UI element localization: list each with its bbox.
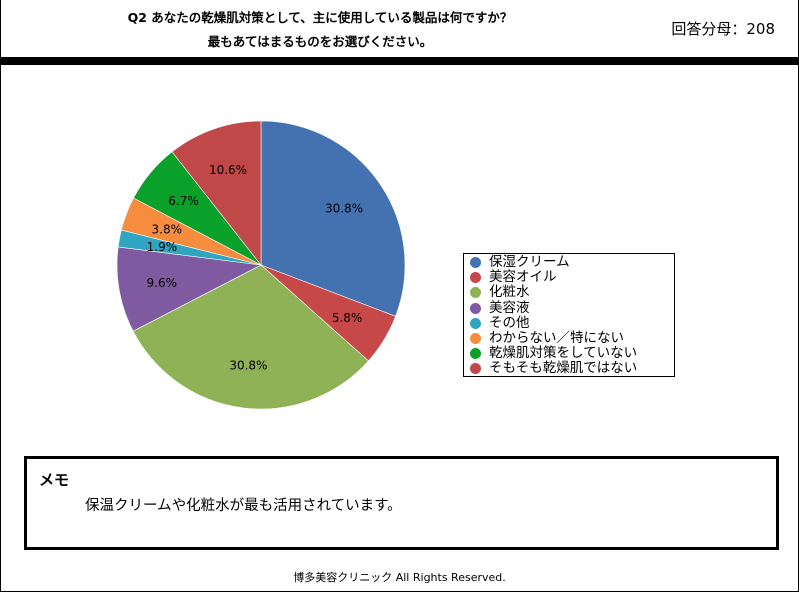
legend-item-1: 保湿クリーム — [470, 255, 674, 270]
legend-item-8: そもそも乾燥肌ではない — [470, 361, 674, 376]
legend-swatch-7 — [470, 348, 481, 360]
pie-data-label-5: 1.9% — [147, 240, 178, 254]
legend-swatch-6 — [470, 333, 481, 345]
legend-swatch-3 — [470, 287, 481, 299]
chart-legend: 保湿クリーム 美容オイル 化粧水 美容液 その他 わからない／特にない 乾燥肌対策をしていな… — [463, 253, 675, 377]
memo-text: 保温クリームや化粧水が最も活用されています。 — [85, 498, 402, 514]
legend-item-7: 乾燥肌対策をしていない — [470, 346, 674, 361]
pie-slice-1 — [260, 120, 406, 317]
legend-swatch-4 — [470, 302, 481, 314]
question-title-line1: Q2 あなたの乾燥肌対策として、主に使用している製品は何ですか？ — [127, 10, 513, 25]
question-title-line2: 最もあてはまるものをお選びください。 — [207, 34, 433, 49]
legend-swatch-5 — [470, 317, 481, 329]
pie-data-label-4: 9.6% — [147, 276, 178, 290]
pie-data-labels: 30.8% 5.8% 30.8% 9.6% 1.9% 3.8% 6.7% 10.6% — [147, 163, 364, 372]
legend-label-1: 保湿クリーム — [489, 254, 570, 271]
legend-swatch-2 — [470, 272, 481, 284]
legend-label-6: わからない／特にない — [489, 330, 624, 347]
legend-label-2: 美容オイル — [489, 269, 557, 286]
legend-item-4: 美容液 — [470, 299, 674, 316]
pie-slice-8 — [171, 120, 262, 266]
legend-label-4: 美容液 — [489, 299, 530, 316]
legend-item-6: わからない／特にない — [470, 331, 674, 346]
legend-swatch-1 — [470, 257, 481, 269]
pie-data-label-7: 6.7% — [168, 194, 199, 208]
pie-slice-4 — [116, 246, 262, 332]
memo-box: メモ 保温クリームや化粧水が最も活用されています。 — [24, 456, 779, 550]
pie-data-label-8: 10.6% — [209, 163, 247, 177]
pie-data-label-3: 30.8% — [229, 359, 267, 373]
footer-copyright: 博多美容クリニック All Rights Reserved. — [293, 571, 506, 584]
legend-label-5: その他 — [489, 314, 530, 331]
legend-label-7: 乾燥肌対策をしていない — [489, 345, 638, 362]
header-divider-bar — [0, 57, 799, 65]
legend-item-2: 美容オイル — [470, 270, 674, 285]
legend-swatch-8 — [470, 363, 481, 375]
pie-data-label-2: 5.8% — [332, 311, 363, 325]
pie-slices — [116, 120, 406, 410]
legend-label-8: そもそも乾燥肌ではない — [489, 360, 638, 377]
legend-item-5: その他 — [470, 314, 674, 331]
pie-data-label-6: 3.8% — [152, 223, 183, 237]
legend-item-3: 化粧水 — [470, 285, 674, 300]
respondent-count: 回答分母：208 — [671, 20, 775, 38]
memo-title: メモ — [39, 471, 70, 489]
legend-label-3: 化粧水 — [489, 284, 530, 301]
pie-data-label-1: 30.8% — [325, 201, 363, 215]
